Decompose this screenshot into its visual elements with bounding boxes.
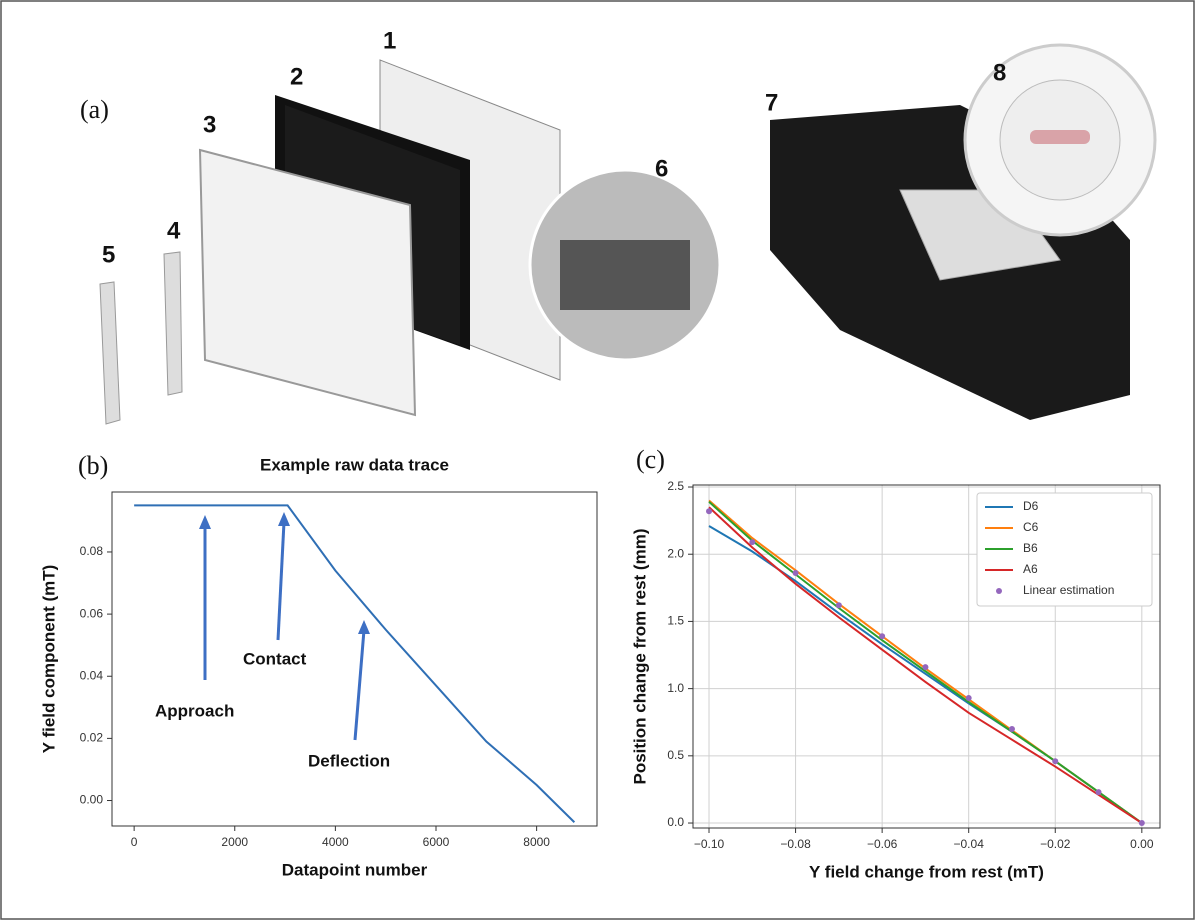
arrow-head <box>199 515 211 529</box>
annotation-arrow <box>276 521 286 641</box>
panel-label: (c) <box>636 445 665 474</box>
x-tick-label: 4000 <box>322 835 349 849</box>
marker <box>792 570 799 577</box>
part-number: 3 <box>203 111 216 138</box>
marker <box>1008 725 1015 732</box>
y-tick-label: 1.5 <box>667 614 684 628</box>
x-tick-label: 6000 <box>423 835 450 849</box>
x-tick-label: −0.06 <box>867 837 898 851</box>
x-tick-label: −0.02 <box>1040 837 1071 851</box>
x-tick-label: −0.04 <box>954 837 985 851</box>
marker <box>922 664 929 671</box>
panel-label: (b) <box>78 451 108 480</box>
marker <box>879 633 886 640</box>
part-number: 6 <box>655 155 668 182</box>
marker <box>1095 789 1102 796</box>
part-number: 7 <box>765 89 778 116</box>
arrow-head <box>358 620 370 634</box>
y-tick-label: 0.08 <box>80 544 104 558</box>
marker <box>1138 820 1145 827</box>
legend-label: B6 <box>1023 541 1038 555</box>
y-tick-label: 0.0 <box>667 815 684 829</box>
legend-label: C6 <box>1023 520 1039 534</box>
x-tick-label: 8000 <box>523 835 550 849</box>
y-tick-label: 0.02 <box>80 731 104 745</box>
plot-frame <box>111 491 598 827</box>
annotation-arrow <box>353 629 366 741</box>
y-axis-label: Position change from rest (mm) <box>630 529 649 785</box>
chart-title: Example raw data trace <box>260 455 449 474</box>
part-number: 8 <box>993 59 1006 86</box>
marker <box>749 539 756 546</box>
marker <box>706 508 713 515</box>
y-tick-label: 2.0 <box>667 546 684 560</box>
panel-label: (a) <box>80 95 109 124</box>
legend-label: A6 <box>1023 562 1038 576</box>
illustration <box>99 43 1157 425</box>
y-tick-label: 0.00 <box>80 793 104 807</box>
arrow-head <box>278 512 290 526</box>
y-tick-label: 0.06 <box>80 606 104 620</box>
y-axis-label: Y field component (mT) <box>39 565 58 754</box>
marker <box>965 695 972 702</box>
x-axis-label: Datapoint number <box>282 860 428 879</box>
x-tick-label: 0.00 <box>1130 837 1154 851</box>
x-tick-label: −0.10 <box>694 837 725 851</box>
x-axis-label: Y field change from rest (mT) <box>809 862 1044 881</box>
legend-box <box>976 492 1153 607</box>
part-number: 1 <box>383 27 396 54</box>
line <box>708 501 1143 824</box>
marker <box>1052 758 1059 765</box>
part-number: 4 <box>167 217 181 244</box>
y-tick-label: 2.5 <box>667 479 684 493</box>
legend-label: Linear estimation <box>1023 583 1114 597</box>
x-tick-label: 2000 <box>221 835 248 849</box>
y-tick-label: 0.5 <box>667 748 684 762</box>
marker <box>835 602 842 609</box>
annotation: Deflection <box>308 751 390 770</box>
legend-marker <box>996 588 1002 594</box>
line <box>708 506 1143 824</box>
part-number: 2 <box>290 63 303 90</box>
y-tick-label: 1.0 <box>667 681 684 695</box>
legend-label: D6 <box>1023 499 1039 513</box>
x-tick-label: 0 <box>131 835 138 849</box>
x-tick-label: −0.08 <box>780 837 811 851</box>
y-tick-label: 0.04 <box>80 668 104 682</box>
annotation: Approach <box>155 701 234 720</box>
annotation: Contact <box>243 649 307 668</box>
plot-frame <box>692 484 1161 829</box>
line <box>134 504 576 823</box>
part-number: 5 <box>102 241 115 268</box>
